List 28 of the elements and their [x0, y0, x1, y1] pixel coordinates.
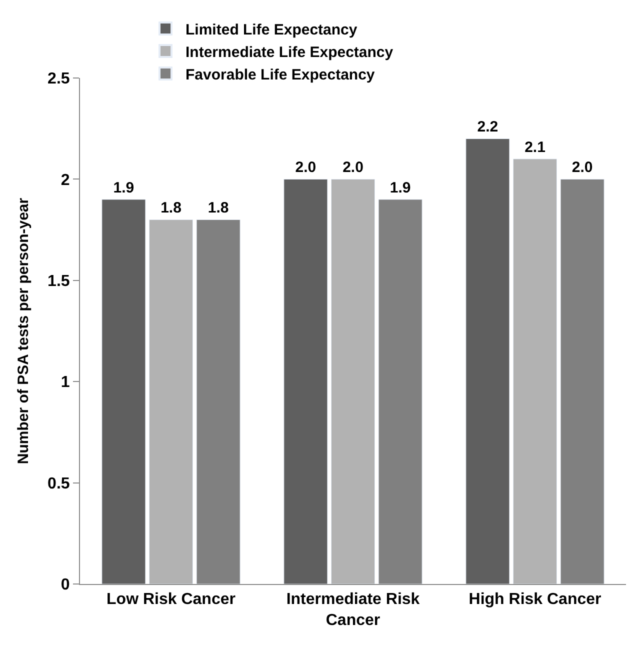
y-tick-label: 1: [60, 374, 70, 392]
bar: [330, 178, 376, 584]
y-tick-label: 0: [60, 576, 70, 594]
bar: [284, 178, 328, 584]
y-tick-label: 1.5: [48, 273, 70, 290]
bar: [466, 138, 510, 584]
y-tick-label: 2: [60, 172, 70, 189]
bar: [512, 158, 558, 584]
y-axis-title: Number of PSA tests per person-year: [14, 198, 32, 464]
legend-label: Intermediate Life Expectancy: [186, 44, 394, 61]
data-label: 2.1: [524, 138, 546, 156]
data-label: 2.0: [295, 159, 316, 176]
x-tick-label: Low Risk Cancer: [106, 591, 236, 608]
data-label: 1.8: [160, 200, 182, 217]
x-tick-label: High Risk Cancer: [468, 591, 602, 608]
data-label: 2.0: [572, 159, 593, 176]
data-label: 2.2: [477, 118, 498, 136]
legend-label: Limited Life Expectancy: [186, 21, 358, 38]
y-tick-label: 2.5: [48, 70, 70, 88]
x-tick-label: Intermediate Risk Cancer: [286, 591, 420, 629]
data-label: 1.9: [113, 179, 134, 196]
y-tick-label: 0.5: [48, 475, 70, 492]
data-label: 1.8: [208, 200, 229, 217]
data-label: 1.9: [390, 179, 411, 196]
bar: [148, 219, 194, 584]
legend-label: Favorable Life Expectancy: [186, 66, 376, 84]
bar: [102, 199, 146, 584]
data-label: 2.0: [342, 159, 364, 176]
